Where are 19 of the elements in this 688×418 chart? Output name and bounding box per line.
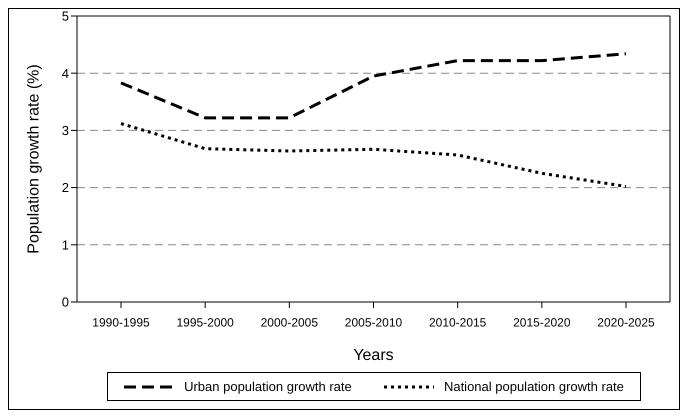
- legend-label: Urban population growth rate: [184, 379, 352, 394]
- y-tick-label: 4: [62, 66, 69, 81]
- y-tick-label: 2: [62, 180, 69, 196]
- x-tick-label: 1990-1995: [92, 316, 150, 330]
- x-tick-label: 2000-2005: [260, 316, 318, 330]
- x-axis-title: Years: [353, 347, 394, 364]
- y-tick-label: 1: [62, 237, 69, 252]
- y-tick-label: 0: [62, 294, 69, 310]
- x-tick-label: 2020-2025: [597, 316, 656, 330]
- x-tick-label: 2015-2020: [513, 316, 571, 330]
- x-tick-label: 2005-2010: [344, 316, 403, 330]
- y-tick-label: 5: [62, 8, 69, 24]
- x-tick-label: 2010-2015: [428, 316, 487, 330]
- legend-label: National population growth rate: [444, 379, 624, 394]
- y-tick-label: 3: [62, 123, 69, 138]
- x-tick-label: 1995-2000: [176, 316, 234, 330]
- line-series: [120, 52, 628, 120]
- line-series: [120, 122, 628, 188]
- y-axis-title: Population growth rate (%): [26, 64, 43, 254]
